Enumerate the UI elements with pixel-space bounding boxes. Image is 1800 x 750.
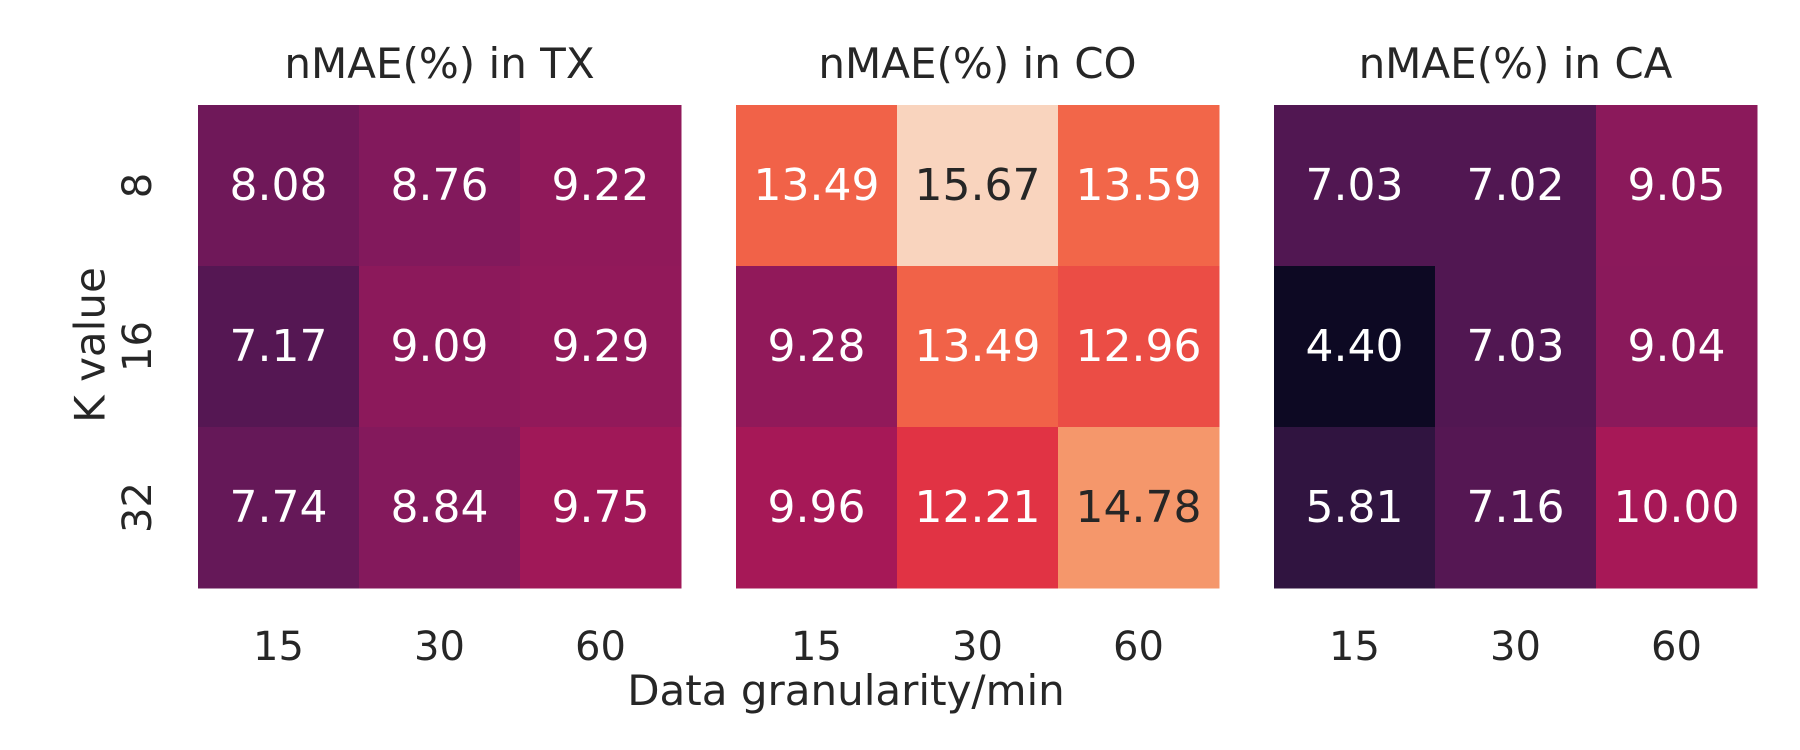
cell-value-label: 4.40 xyxy=(1306,321,1404,372)
cell-value-label: 9.22 xyxy=(552,160,650,211)
heatmap-cell xyxy=(198,105,360,267)
heatmap-panel-2: nMAE(%) in CO 13.49 15.67 13.59 9.28 13.49 12.… xyxy=(736,39,1220,670)
cell-value-label: 9.29 xyxy=(552,321,650,372)
panel-title: nMAE(%) in CO xyxy=(818,39,1136,88)
heatmap-cell xyxy=(736,266,898,428)
cell-value-label: 9.09 xyxy=(391,321,489,372)
y-tick-label: 8 xyxy=(115,173,161,198)
heatmap-cell xyxy=(359,427,521,589)
cell-value-label: 8.76 xyxy=(391,160,489,211)
heatmap-cell xyxy=(897,105,1059,267)
heatmap-cell xyxy=(1435,105,1597,267)
heatmap-panels: nMAE(%) in TX 8.08 8.76 9.22 7.17 9.09 9.29 7.7… xyxy=(115,39,1758,670)
y-tick-label: 16 xyxy=(115,321,161,372)
heatmap-cell xyxy=(520,105,682,267)
cell-value-label: 8.84 xyxy=(391,482,489,533)
heatmap-panel-3: nMAE(%) in CA 7.03 7.02 9.05 4.40 7.03 9.04 5.8… xyxy=(1274,39,1758,670)
cell-value-label: 9.05 xyxy=(1628,160,1726,211)
cell-value-label: 7.03 xyxy=(1467,321,1565,372)
cell-value-label: 7.02 xyxy=(1467,160,1565,211)
heatmap-cell xyxy=(897,266,1059,428)
panel-title: nMAE(%) in CA xyxy=(1359,39,1673,88)
heatmap-cell xyxy=(520,266,682,428)
heatmap-cell xyxy=(198,266,360,428)
cell-value-label: 13.59 xyxy=(1076,160,1202,211)
heatmap-cell xyxy=(736,427,898,589)
x-tick-label: 15 xyxy=(791,624,842,670)
x-tick-label: 60 xyxy=(1113,624,1164,670)
heatmap-cell xyxy=(1435,427,1597,589)
heatmap-cell xyxy=(1274,427,1436,589)
cell-value-label: 14.78 xyxy=(1076,482,1202,533)
heatmap-panel-1: nMAE(%) in TX 8.08 8.76 9.22 7.17 9.09 9.29 7.7… xyxy=(198,39,682,670)
cell-value-label: 9.04 xyxy=(1628,321,1726,372)
cell-value-label: 9.75 xyxy=(552,482,650,533)
heatmap-cell xyxy=(897,427,1059,589)
cell-value-label: 9.96 xyxy=(768,482,866,533)
heatmap-cell xyxy=(1274,266,1436,428)
heatmap-cell xyxy=(736,105,898,267)
cell-value-label: 8.08 xyxy=(230,160,328,211)
cell-value-label: 13.49 xyxy=(915,321,1041,372)
cell-value-label: 10.00 xyxy=(1614,482,1740,533)
x-tick-label: 30 xyxy=(952,624,1003,670)
cell-value-label: 12.21 xyxy=(915,482,1041,533)
panel-title: nMAE(%) in TX xyxy=(284,39,594,88)
x-tick-label: 30 xyxy=(414,624,465,670)
x-axis-label: Data granularity/min xyxy=(627,666,1065,715)
cell-value-label: 7.16 xyxy=(1467,482,1565,533)
x-tick-label: 60 xyxy=(575,624,626,670)
heatmap-cell xyxy=(1596,266,1758,428)
cell-value-label: 5.81 xyxy=(1306,482,1404,533)
heatmap-cell xyxy=(1274,105,1436,267)
x-tick-label: 15 xyxy=(1329,624,1380,670)
cell-value-label: 13.49 xyxy=(754,160,880,211)
x-tick-label: 30 xyxy=(1490,624,1541,670)
cell-value-label: 7.17 xyxy=(230,321,328,372)
heatmap-cell xyxy=(1058,266,1220,428)
cell-value-label: 7.74 xyxy=(230,482,328,533)
y-axis-label: K value xyxy=(66,267,115,423)
x-tick-label: 15 xyxy=(253,624,304,670)
heatmap-cell xyxy=(1596,427,1758,589)
heatmap-cell xyxy=(1058,427,1220,589)
cell-value-label: 7.03 xyxy=(1306,160,1404,211)
heatmap-cell xyxy=(1058,105,1220,267)
heatmap-cell xyxy=(1435,266,1597,428)
heatmap-cell xyxy=(198,427,360,589)
cell-value-label: 9.28 xyxy=(768,321,866,372)
heatmap-cell xyxy=(359,266,521,428)
x-tick-label: 60 xyxy=(1651,624,1702,670)
cell-value-label: 15.67 xyxy=(915,160,1041,211)
cell-value-label: 12.96 xyxy=(1076,321,1202,372)
heatmap-cell xyxy=(520,427,682,589)
heatmap-cell xyxy=(1596,105,1758,267)
y-tick-label: 32 xyxy=(115,482,161,533)
heatmap-cell xyxy=(359,105,521,267)
